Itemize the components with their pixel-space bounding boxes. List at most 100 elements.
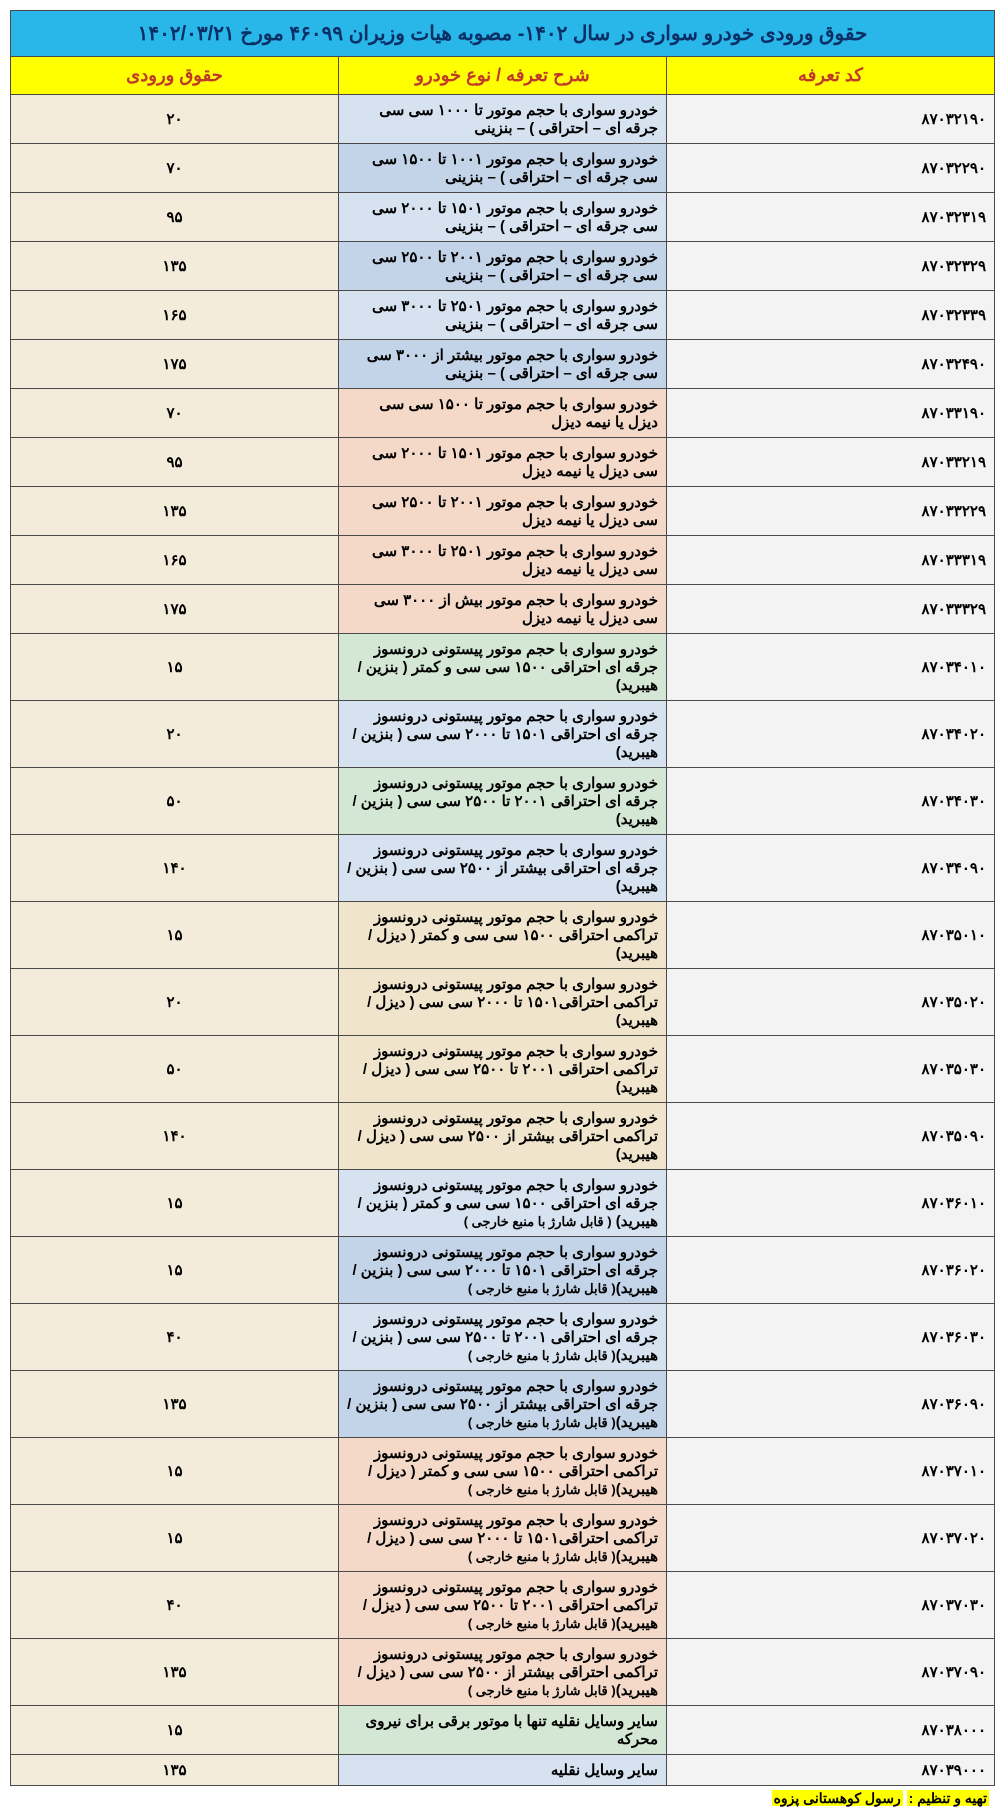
cell-duty: ۲۰ xyxy=(11,95,339,144)
cell-code: ۸۷۰۳۷۰۳۰ xyxy=(667,1572,995,1639)
table-row: ۸۷۰۳۲۴۹۰خودرو سواری با حجم موتور بیشتر ا… xyxy=(11,340,995,389)
cell-duty: ۱۳۵ xyxy=(11,1639,339,1706)
cell-desc: خودرو سواری با حجم موتور تا ۱۰۰۰ سی سی ج… xyxy=(339,95,667,144)
cell-duty: ۱۴۰ xyxy=(11,1103,339,1170)
table-row: ۸۷۰۳۶۰۹۰خودرو سواری با حجم موتور پیستونی… xyxy=(11,1371,995,1438)
cell-duty: ۱۷۵ xyxy=(11,585,339,634)
cell-desc: خودرو سواری با حجم موتور ۲۵۰۱ تا ۳۰۰۰ سی… xyxy=(339,291,667,340)
cell-desc: خودرو سواری با حجم موتور ۱۵۰۱ تا ۲۰۰۰ سی… xyxy=(339,438,667,487)
cell-duty: ۱۳۵ xyxy=(11,487,339,536)
table-row: ۸۷۰۳۵۰۲۰خودرو سواری با حجم موتور پیستونی… xyxy=(11,969,995,1036)
footer-credit: تهیه و تنظیم : رسول کوهستانی پزوه xyxy=(766,1788,995,1809)
cell-desc: خودرو سواری با حجم موتور ۱۵۰۱ تا ۲۰۰۰ سی… xyxy=(339,193,667,242)
cell-code: ۸۷۰۳۵۰۲۰ xyxy=(667,969,995,1036)
cell-code: ۸۷۰۳۲۳۳۹ xyxy=(667,291,995,340)
table-row: ۸۷۰۳۶۰۳۰خودرو سواری با حجم موتور پیستونی… xyxy=(11,1304,995,1371)
cell-desc: خودرو سواری با حجم موتور بیشتر از ۳۰۰۰ س… xyxy=(339,340,667,389)
cell-desc: خودرو سواری با حجم موتور پیستونی درونسوز… xyxy=(339,1170,667,1237)
cell-duty: ۴۰ xyxy=(11,1304,339,1371)
table-row: ۸۷۰۳۶۰۲۰خودرو سواری با حجم موتور پیستونی… xyxy=(11,1237,995,1304)
table-row: ۸۷۰۳۷۰۳۰خودرو سواری با حجم موتور پیستونی… xyxy=(11,1572,995,1639)
table-row: ۸۷۰۳۲۲۹۰خودرو سواری با حجم موتور ۱۰۰۱ تا… xyxy=(11,144,995,193)
tariff-container: حقوق ورودی خودرو سواری در سال ۱۴۰۲- مصوب… xyxy=(10,10,995,1809)
cell-duty: ۱۵ xyxy=(11,902,339,969)
table-row: ۸۷۰۳۲۳۲۹خودرو سواری با حجم موتور ۲۰۰۱ تا… xyxy=(11,242,995,291)
header-row: کد تعرفه شرح تعرفه / نوع خودرو حقوق ورود… xyxy=(11,57,995,95)
cell-duty: ۱۳۵ xyxy=(11,1755,339,1786)
cell-desc: خودرو سواری با حجم موتور پیستونی درونسوز… xyxy=(339,1572,667,1639)
table-row: ۸۷۰۳۴۰۹۰خودرو سواری با حجم موتور پیستونی… xyxy=(11,835,995,902)
cell-code: ۸۷۰۳۳۳۱۹ xyxy=(667,536,995,585)
cell-code: ۸۷۰۳۴۰۱۰ xyxy=(667,634,995,701)
cell-duty: ۱۳۵ xyxy=(11,1371,339,1438)
table-row: ۸۷۰۳۵۰۳۰خودرو سواری با حجم موتور پیستونی… xyxy=(11,1036,995,1103)
table-row: ۸۷۰۳۸۰۰۰سایر وسایل نقلیه تنها با موتور ب… xyxy=(11,1706,995,1755)
cell-duty: ۱۵ xyxy=(11,1505,339,1572)
cell-desc: خودرو سواری با حجم موتور ۲۰۰۱ تا ۲۵۰۰ سی… xyxy=(339,242,667,291)
cell-duty: ۲۰ xyxy=(11,701,339,768)
table-row: ۸۷۰۳۹۰۰۰سایر وسایل نقلیه۱۳۵ xyxy=(11,1755,995,1786)
cell-duty: ۵۰ xyxy=(11,1036,339,1103)
header-code: کد تعرفه xyxy=(667,57,995,95)
cell-code: ۸۷۰۳۳۳۲۹ xyxy=(667,585,995,634)
cell-duty: ۹۵ xyxy=(11,193,339,242)
cell-desc: خودرو سواری با حجم موتور پیستونی درونسوز… xyxy=(339,768,667,835)
cell-code: ۸۷۰۳۴۰۲۰ xyxy=(667,701,995,768)
cell-desc: خودرو سواری با حجم موتور تا ۱۵۰۰ سی سی د… xyxy=(339,389,667,438)
cell-desc: خودرو سواری با حجم موتور پیستونی درونسوز… xyxy=(339,1505,667,1572)
table-row: ۸۷۰۳۳۳۲۹خودرو سواری با حجم موتور بیش از … xyxy=(11,585,995,634)
cell-duty: ۱۵ xyxy=(11,1170,339,1237)
cell-duty: ۷۰ xyxy=(11,389,339,438)
cell-duty: ۱۵ xyxy=(11,1438,339,1505)
cell-code: ۸۷۰۳۶۰۱۰ xyxy=(667,1170,995,1237)
cell-duty: ۱۴۰ xyxy=(11,835,339,902)
cell-duty: ۱۶۵ xyxy=(11,536,339,585)
cell-code: ۸۷۰۳۴۰۹۰ xyxy=(667,835,995,902)
cell-code: ۸۷۰۳۸۰۰۰ xyxy=(667,1706,995,1755)
cell-desc: خودرو سواری با حجم موتور پیستونی درونسوز… xyxy=(339,902,667,969)
cell-desc: خودرو سواری با حجم موتور پیستونی درونسوز… xyxy=(339,634,667,701)
cell-duty: ۱۵ xyxy=(11,1706,339,1755)
cell-duty: ۷۰ xyxy=(11,144,339,193)
cell-duty: ۱۶۵ xyxy=(11,291,339,340)
cell-code: ۸۷۰۳۲۳۲۹ xyxy=(667,242,995,291)
cell-code: ۸۷۰۳۷۰۹۰ xyxy=(667,1639,995,1706)
cell-duty: ۱۵ xyxy=(11,634,339,701)
cell-desc: خودرو سواری با حجم موتور پیستونی درونسوز… xyxy=(339,1237,667,1304)
table-row: ۸۷۰۳۲۳۱۹خودرو سواری با حجم موتور ۱۵۰۱ تا… xyxy=(11,193,995,242)
cell-code: ۸۷۰۳۴۰۳۰ xyxy=(667,768,995,835)
cell-desc: خودرو سواری با حجم موتور ۱۰۰۱ تا ۱۵۰۰ سی… xyxy=(339,144,667,193)
cell-code: ۸۷۰۳۵۰۳۰ xyxy=(667,1036,995,1103)
cell-code: ۸۷۰۳۶۰۹۰ xyxy=(667,1371,995,1438)
table-row: ۸۷۰۳۷۰۹۰خودرو سواری با حجم موتور پیستونی… xyxy=(11,1639,995,1706)
cell-code: ۸۷۰۳۵۰۱۰ xyxy=(667,902,995,969)
cell-code: ۸۷۰۳۶۰۳۰ xyxy=(667,1304,995,1371)
table-row: ۸۷۰۳۳۲۲۹خودرو سواری با حجم موتور ۲۰۰۱ تا… xyxy=(11,487,995,536)
cell-desc: سایر وسایل نقلیه xyxy=(339,1755,667,1786)
footer-author: رسول کوهستانی پزوه xyxy=(772,1790,903,1806)
table-row: ۸۷۰۳۳۲۱۹خودرو سواری با حجم موتور ۱۵۰۱ تا… xyxy=(11,438,995,487)
cell-code: ۸۷۰۳۹۰۰۰ xyxy=(667,1755,995,1786)
cell-desc: خودرو سواری با حجم موتور ۲۵۰۱ تا ۳۰۰۰ سی… xyxy=(339,536,667,585)
table-body: ۸۷۰۳۲۱۹۰خودرو سواری با حجم موتور تا ۱۰۰۰… xyxy=(11,95,995,1786)
cell-code: ۸۷۰۳۷۰۲۰ xyxy=(667,1505,995,1572)
table-row: ۸۷۰۳۷۰۱۰خودرو سواری با حجم موتور پیستونی… xyxy=(11,1438,995,1505)
cell-code: ۸۷۰۳۶۰۲۰ xyxy=(667,1237,995,1304)
cell-desc: خودرو سواری با حجم موتور پیستونی درونسوز… xyxy=(339,1371,667,1438)
cell-duty: ۵۰ xyxy=(11,768,339,835)
table-row: ۸۷۰۳۳۳۱۹خودرو سواری با حجم موتور ۲۵۰۱ تا… xyxy=(11,536,995,585)
table-row: ۸۷۰۳۵۰۹۰خودرو سواری با حجم موتور پیستونی… xyxy=(11,1103,995,1170)
cell-desc: خودرو سواری با حجم موتور پیستونی درونسوز… xyxy=(339,1304,667,1371)
cell-duty: ۱۷۵ xyxy=(11,340,339,389)
cell-duty: ۱۵ xyxy=(11,1237,339,1304)
footer-label: تهیه و تنظیم : xyxy=(907,1790,989,1806)
table-row: ۸۷۰۳۲۳۳۹خودرو سواری با حجم موتور ۲۵۰۱ تا… xyxy=(11,291,995,340)
cell-duty: ۹۵ xyxy=(11,438,339,487)
table-row: ۸۷۰۳۴۰۲۰خودرو سواری با حجم موتور پیستونی… xyxy=(11,701,995,768)
cell-desc: خودرو سواری با حجم موتور پیستونی درونسوز… xyxy=(339,835,667,902)
table-row: ۸۷۰۳۵۰۱۰خودرو سواری با حجم موتور پیستونی… xyxy=(11,902,995,969)
cell-code: ۸۷۰۳۳۲۲۹ xyxy=(667,487,995,536)
cell-desc: خودرو سواری با حجم موتور پیستونی درونسوز… xyxy=(339,969,667,1036)
tariff-table: حقوق ورودی خودرو سواری در سال ۱۴۰۲- مصوب… xyxy=(10,10,995,1786)
cell-duty: ۱۳۵ xyxy=(11,242,339,291)
